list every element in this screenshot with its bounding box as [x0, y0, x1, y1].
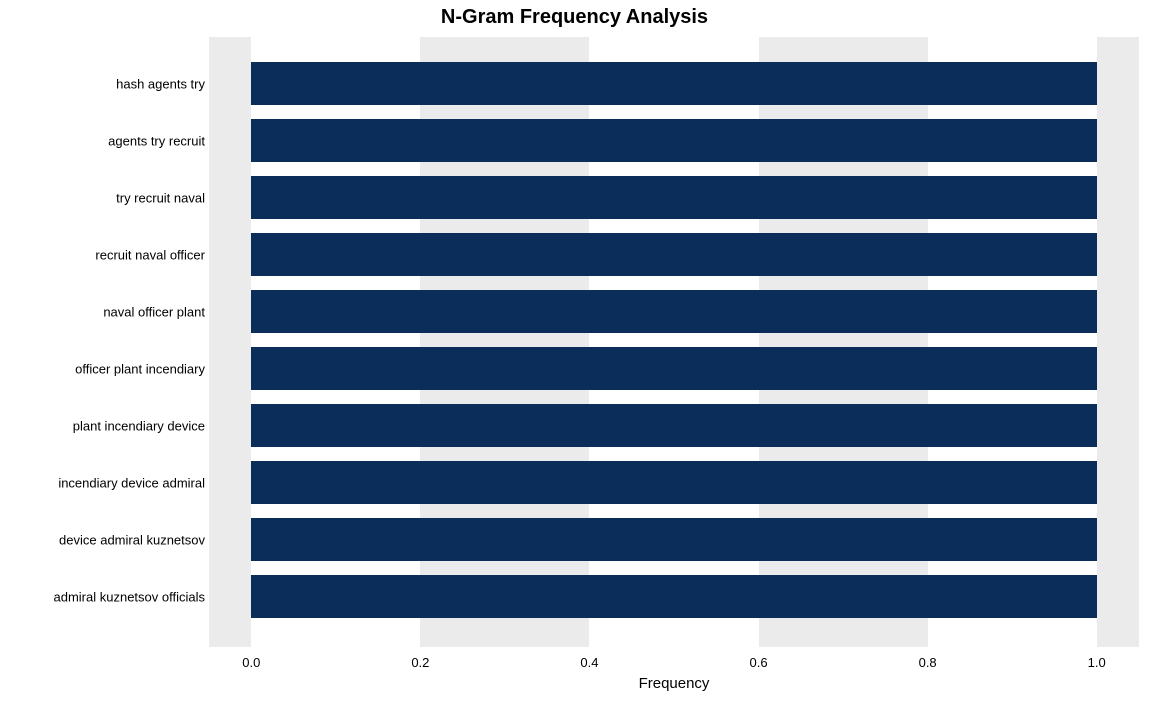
bar [251, 575, 1096, 618]
bar [251, 233, 1096, 276]
x-tick-label: 0.8 [919, 655, 937, 670]
bar [251, 176, 1096, 219]
plot-area [209, 37, 1139, 647]
y-tick-label: naval officer plant [103, 304, 205, 319]
bar [251, 461, 1096, 504]
bar [251, 404, 1096, 447]
x-tick-label: 0.2 [411, 655, 429, 670]
y-tick-label: incendiary device admiral [58, 475, 205, 490]
ngram-frequency-chart: N-Gram Frequency Analysis hash agents tr… [0, 0, 1149, 701]
bar [251, 119, 1096, 162]
y-tick-label: recruit naval officer [95, 247, 205, 262]
bars-container [209, 37, 1139, 647]
bar [251, 62, 1096, 105]
bar [251, 290, 1096, 333]
y-tick-label: device admiral kuznetsov [59, 532, 205, 547]
y-tick-label: admiral kuznetsov officials [54, 589, 206, 604]
x-tick-label: 0.0 [242, 655, 260, 670]
y-tick-label: plant incendiary device [73, 418, 205, 433]
x-tick-label: 0.6 [749, 655, 767, 670]
y-tick-label: hash agents try [116, 76, 205, 91]
x-tick-label: 1.0 [1088, 655, 1106, 670]
bar [251, 347, 1096, 390]
y-tick-label: officer plant incendiary [75, 361, 205, 376]
y-tick-label: agents try recruit [108, 133, 205, 148]
bar [251, 518, 1096, 561]
x-axis-title: Frequency [209, 675, 1139, 692]
chart-title: N-Gram Frequency Analysis [0, 6, 1149, 29]
y-tick-label: try recruit naval [116, 190, 205, 205]
y-axis-labels: hash agents try agents try recruit try rec… [0, 37, 205, 647]
x-tick-label: 0.4 [580, 655, 598, 670]
